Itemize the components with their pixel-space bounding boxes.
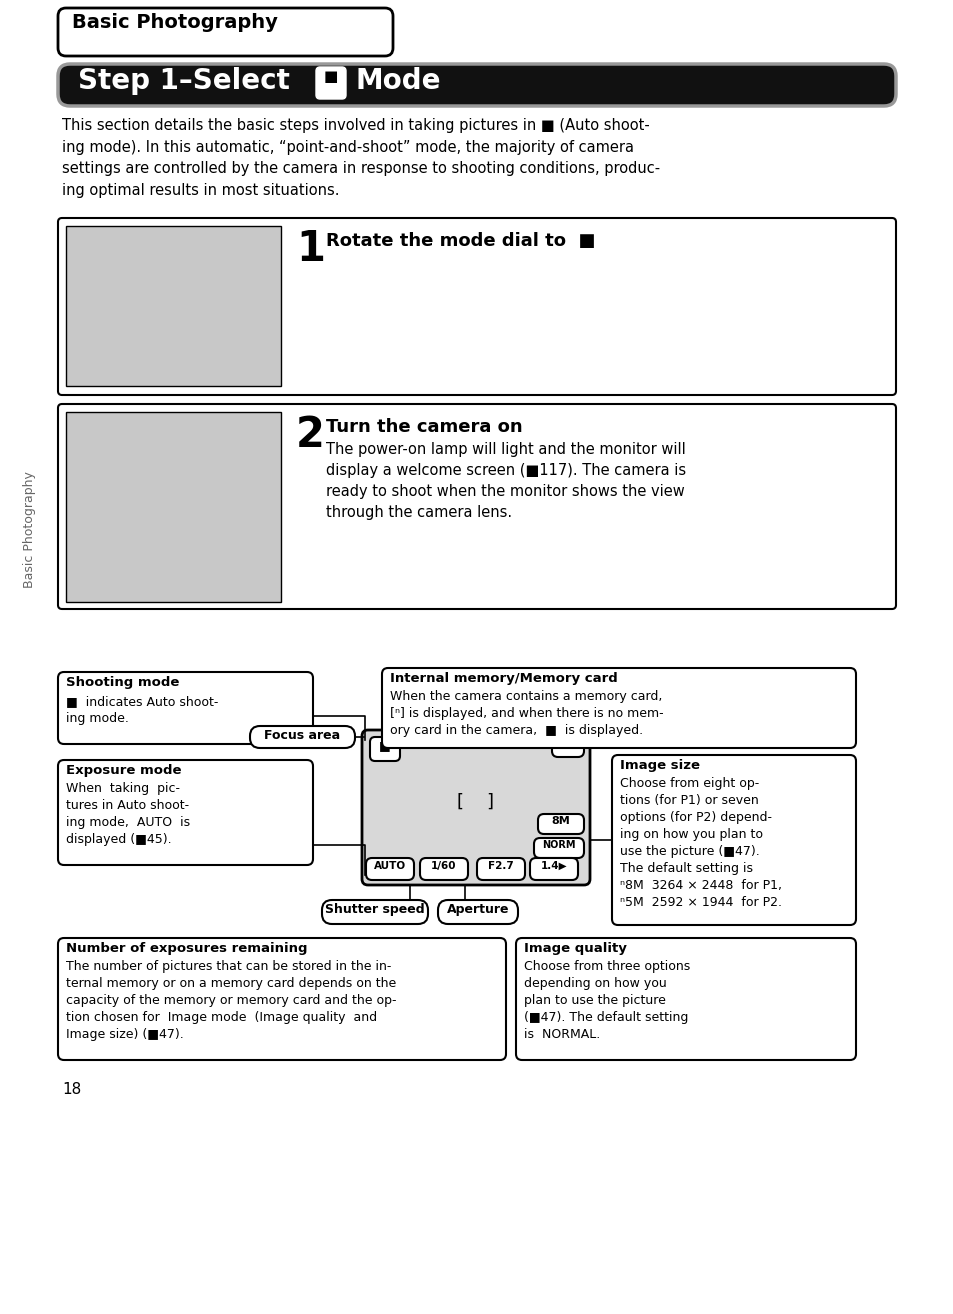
FancyBboxPatch shape <box>612 756 855 925</box>
Text: ■  indicates Auto shoot-
ing mode.: ■ indicates Auto shoot- ing mode. <box>66 695 218 725</box>
Text: This section details the basic steps involved in taking pictures in ■ (Auto shoo: This section details the basic steps inv… <box>62 118 659 198</box>
FancyBboxPatch shape <box>552 737 583 757</box>
Text: 1/60: 1/60 <box>431 861 456 871</box>
Text: Shooting mode: Shooting mode <box>66 675 179 689</box>
Text: Number of exposures remaining: Number of exposures remaining <box>66 942 307 955</box>
Bar <box>66 413 281 602</box>
Text: 1.4▶: 1.4▶ <box>540 861 567 871</box>
Text: Rotate the mode dial to  ■: Rotate the mode dial to ■ <box>326 233 595 250</box>
FancyBboxPatch shape <box>58 218 895 396</box>
Text: 2: 2 <box>295 414 325 456</box>
Text: ■: ■ <box>378 738 391 752</box>
FancyBboxPatch shape <box>530 858 578 880</box>
FancyBboxPatch shape <box>315 67 346 99</box>
FancyBboxPatch shape <box>322 900 428 924</box>
FancyBboxPatch shape <box>361 731 589 886</box>
FancyBboxPatch shape <box>58 64 895 106</box>
Text: NORM: NORM <box>541 840 576 850</box>
Text: Basic Photography: Basic Photography <box>71 13 277 32</box>
Text: The number of pictures that can be stored in the in-
ternal memory or on a memor: The number of pictures that can be store… <box>66 961 396 1041</box>
Text: Image quality: Image quality <box>523 942 626 955</box>
FancyBboxPatch shape <box>58 938 505 1060</box>
FancyBboxPatch shape <box>437 900 517 924</box>
Text: Basic Photography: Basic Photography <box>24 472 36 589</box>
Text: F2.7: F2.7 <box>488 861 514 871</box>
Text: The power-on lamp will light and the monitor will
display a welcome screen (■117: The power-on lamp will light and the mon… <box>326 442 685 520</box>
Text: Internal memory/Memory card: Internal memory/Memory card <box>390 671 618 685</box>
Text: 1: 1 <box>295 229 325 269</box>
Bar <box>66 226 281 386</box>
Text: IN: IN <box>561 740 574 750</box>
Text: Mode: Mode <box>355 67 441 95</box>
Text: When the camera contains a memory card,
[ⁿ] is displayed, and when there is no m: When the camera contains a memory card, … <box>390 690 663 737</box>
FancyBboxPatch shape <box>250 727 355 748</box>
FancyBboxPatch shape <box>381 668 855 748</box>
Text: Aperture: Aperture <box>446 903 509 916</box>
Text: ■: ■ <box>323 70 337 84</box>
FancyBboxPatch shape <box>370 737 399 761</box>
FancyBboxPatch shape <box>58 671 313 744</box>
Text: Step 1–Select: Step 1–Select <box>78 67 290 95</box>
Text: Turn the camera on: Turn the camera on <box>326 418 522 436</box>
Text: 18: 18 <box>62 1081 81 1097</box>
Text: Image size: Image size <box>619 759 700 773</box>
Text: 8M: 8M <box>551 816 570 827</box>
Text: Focus area: Focus area <box>264 729 339 742</box>
Text: [    ]: [ ] <box>457 794 494 811</box>
FancyBboxPatch shape <box>516 938 855 1060</box>
FancyBboxPatch shape <box>366 858 414 880</box>
FancyBboxPatch shape <box>58 8 393 57</box>
Text: When  taking  pic-
tures in Auto shoot-
ing mode,  AUTO  is
displayed (■45).: When taking pic- tures in Auto shoot- in… <box>66 782 190 846</box>
Text: AUTO: AUTO <box>374 861 406 871</box>
FancyBboxPatch shape <box>58 759 313 865</box>
FancyBboxPatch shape <box>534 838 583 858</box>
Text: Choose from eight op-
tions (for P1) or seven
options (for P2) depend-
ing on ho: Choose from eight op- tions (for P1) or … <box>619 777 781 909</box>
FancyBboxPatch shape <box>419 858 468 880</box>
Text: Exposure mode: Exposure mode <box>66 763 181 777</box>
FancyBboxPatch shape <box>476 858 524 880</box>
FancyBboxPatch shape <box>58 403 895 608</box>
Text: Choose from three options
depending on how you
plan to use the picture
(■47). Th: Choose from three options depending on h… <box>523 961 690 1041</box>
FancyBboxPatch shape <box>537 813 583 834</box>
Text: Shutter speed: Shutter speed <box>325 903 424 916</box>
